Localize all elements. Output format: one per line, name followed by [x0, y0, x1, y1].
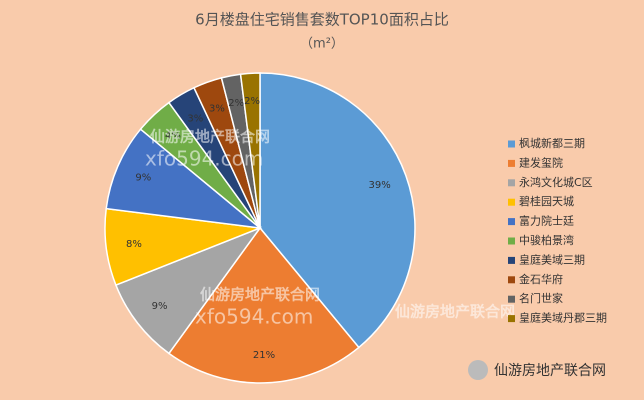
watermark: 仙游房地产联合网 xfo594.com 仙游房地产联合网 xfo594.com …	[145, 128, 515, 329]
legend-swatch	[508, 237, 515, 245]
legend-swatch	[508, 295, 515, 303]
data-label: 2%	[244, 96, 260, 107]
data-label: 4%	[165, 130, 181, 141]
watermark-url: xfo594.com	[195, 305, 313, 329]
legend-label: 皇庭美域三期	[519, 252, 585, 266]
chart-subtitle: （m²）	[300, 37, 344, 52]
data-label: 9%	[135, 173, 151, 184]
wechat-icon	[468, 360, 488, 380]
legend-swatch	[508, 159, 515, 167]
pie-slice	[114, 226, 263, 355]
legend-swatch	[508, 256, 515, 264]
legend-label: 名门世家	[519, 291, 563, 305]
data-label: 21%	[253, 350, 275, 361]
chart-title: 6月楼盘住宅销售套数TOP10面积占比	[195, 11, 449, 29]
legend-swatch	[508, 198, 515, 206]
data-label: 2%	[228, 98, 244, 109]
pie-slice	[105, 128, 263, 230]
data-label: 9%	[152, 301, 168, 312]
pie-slice	[239, 72, 261, 229]
legend-label: 建发玺院	[519, 155, 563, 169]
legend-swatch	[508, 179, 515, 187]
legend-label: 富力院士廷	[519, 214, 574, 228]
pie: 39%21%9%8%9%4%3%3% 2% 2%	[104, 72, 416, 384]
watermark-name: 仙游房地产联合网	[150, 128, 270, 146]
data-label: 3%	[187, 114, 203, 125]
watermark-url: xfo594.com	[145, 147, 263, 171]
data-label: 39%	[368, 180, 390, 191]
legend-swatch	[508, 140, 515, 148]
legend-label: 永鸿文化城C区	[519, 175, 593, 189]
legend-label: 枫城新都三期	[519, 136, 585, 150]
legend-label: 皇庭美域丹郡三期	[519, 311, 607, 325]
watermark-name: 仙游房地产联合网	[200, 286, 320, 304]
legend-label: 金石华府	[519, 272, 563, 286]
legend-label: 中骏柏景湾	[519, 233, 574, 247]
footer-brand: 仙游房地产联合网	[494, 363, 606, 379]
data-label: 3%	[209, 103, 225, 114]
legend-swatch	[508, 276, 515, 284]
legend-swatch	[508, 218, 515, 226]
pie-slice	[167, 226, 360, 384]
legend-swatch	[508, 315, 515, 323]
legend-label: 碧桂园天城	[519, 194, 574, 208]
data-label: 8%	[126, 239, 142, 250]
pie-slice	[259, 72, 416, 349]
watermark-name: 仙游房地产联合网	[395, 303, 515, 321]
